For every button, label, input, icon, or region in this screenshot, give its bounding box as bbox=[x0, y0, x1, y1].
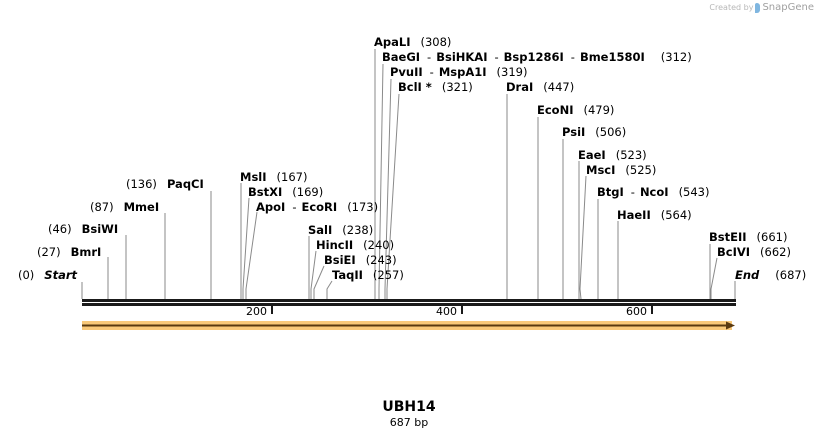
site-pvuii-mspa1i[interactable]: PvuII - MspA1I (319) bbox=[390, 65, 528, 79]
site-taqii[interactable]: TaqII (257) bbox=[332, 268, 404, 282]
sequence-name: UBH14 bbox=[382, 399, 436, 415]
site-psii[interactable]: PsiI (506) bbox=[562, 125, 627, 139]
feature-arrow-head-icon bbox=[726, 321, 735, 330]
site-bsiei[interactable]: BsiEI (243) bbox=[324, 253, 397, 267]
site-eaei[interactable]: EaeI (523) bbox=[578, 148, 647, 162]
tick-label-600: 600 bbox=[626, 305, 647, 318]
site-bcivi[interactable]: BcIVI (662) bbox=[717, 245, 791, 259]
site-bmri[interactable]: (27) BmrI bbox=[37, 245, 102, 259]
tick-label-400: 400 bbox=[436, 305, 457, 318]
site-apoi-ecori[interactable]: ApoI - EcoRI (173) bbox=[256, 200, 379, 214]
site-baegi-group[interactable]: BaeGI - BsiHKAI - Bsp1286I - Bme1580I (312) bbox=[382, 50, 692, 64]
site-drai[interactable]: DraI (447) bbox=[506, 80, 575, 94]
site-hincii[interactable]: HincII (240) bbox=[316, 238, 395, 252]
credit-brand: SnapGene bbox=[762, 2, 814, 13]
tick-label-200: 200 bbox=[246, 305, 267, 318]
site-end[interactable]: End (687) bbox=[735, 268, 807, 282]
site-haeii[interactable]: HaeII (564) bbox=[617, 208, 692, 222]
site-bstxi[interactable]: BstXI (169) bbox=[248, 185, 324, 199]
site-bcli[interactable]: BclI * (321) bbox=[398, 80, 473, 94]
site-btgi-ncoi[interactable]: BtgI - NcoI (543) bbox=[597, 185, 710, 199]
site-bsteii[interactable]: BstEII (661) bbox=[709, 230, 788, 244]
site-mmei[interactable]: (87) MmeI bbox=[90, 200, 160, 214]
backbone-top-strand bbox=[82, 299, 736, 302]
snapgene-logo-icon bbox=[755, 2, 761, 13]
site-msci[interactable]: MscI (525) bbox=[586, 163, 657, 177]
site-start[interactable]: (0) Start bbox=[18, 268, 78, 282]
feature-arrow-shaft[interactable] bbox=[82, 324, 728, 327]
site-msli[interactable]: MslI (167) bbox=[240, 170, 308, 184]
snapgene-credit: Created by SnapGene bbox=[709, 2, 814, 13]
site-lines bbox=[81, 49, 736, 300]
backbone-bottom-strand bbox=[82, 303, 736, 306]
site-paqci[interactable]: (136) PaqCI bbox=[126, 177, 204, 191]
credit-prefix: Created by bbox=[709, 3, 754, 12]
sequence-length: 687 bp bbox=[389, 416, 429, 429]
axis-ticks bbox=[271, 306, 653, 314]
site-sali[interactable]: SalI (238) bbox=[308, 223, 374, 237]
site-bsiwi[interactable]: (46) BsiWI bbox=[48, 222, 119, 236]
site-apali[interactable]: ApaLI (308) bbox=[374, 35, 452, 49]
site-econi[interactable]: EcoNI (479) bbox=[537, 103, 615, 117]
